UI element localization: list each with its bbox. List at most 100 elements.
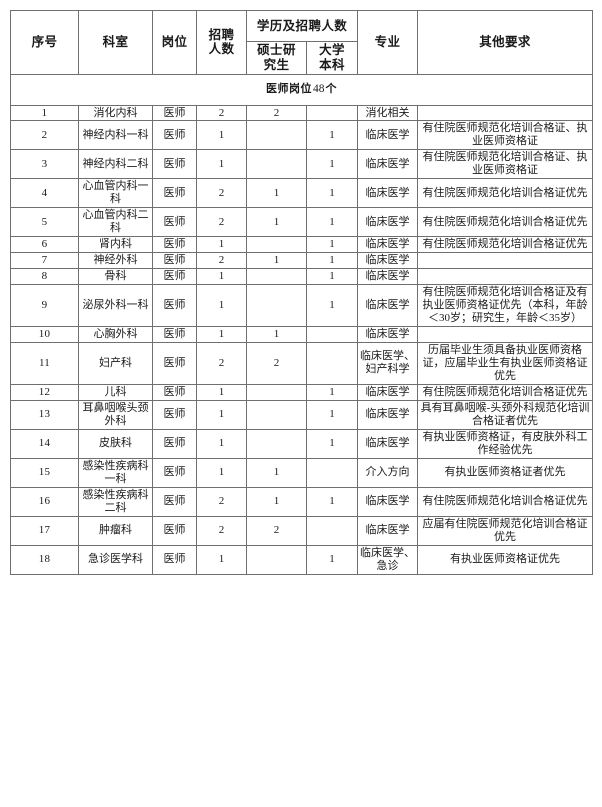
- header-count-line1: 招聘: [208, 27, 235, 42]
- cell-seq: 10: [10, 326, 79, 343]
- cell-dept: 肿瘤科: [78, 515, 153, 546]
- cell-major: 临床医学: [357, 178, 418, 209]
- section-count: 48: [313, 82, 325, 95]
- cell-dept: 心胸外科: [78, 326, 153, 343]
- table-row: 3 神经内科二科 医师 1 1 临床医学 有住院医师规范化培训合格证、执业医师资格证: [10, 149, 593, 180]
- cell-other: [417, 104, 593, 122]
- cell-post: 医师: [152, 486, 197, 517]
- header-count-line2: 人数: [208, 42, 235, 57]
- cell-other: 历届毕业生须具备执业医师资格证，应届毕业生有执业医师资格证优先: [417, 342, 593, 385]
- cell-master: [246, 428, 307, 459]
- table-row: 15 感染性疾病科一科 医师 1 1 介入方向 有执业医师资格证者优先: [10, 457, 593, 488]
- table-row: 6 肾内科 医师 1 1 临床医学 有住院医师规范化培训合格证优先: [10, 236, 593, 254]
- cell-dept: 骨科: [78, 268, 153, 286]
- cell-post: 医师: [152, 207, 197, 238]
- cell-major: 临床医学: [357, 207, 418, 238]
- cell-other: 有执业医师资格证者优先: [417, 457, 593, 488]
- header-row-top: 序号 科室 岗位 招聘 人数 学历及招聘人数 专业 其他要求: [10, 10, 593, 75]
- cell-master: 1: [246, 486, 307, 517]
- cell-other: 有住院医师规范化培训合格证优先: [417, 383, 593, 401]
- cell-dept: 心血管内科一科: [78, 178, 153, 209]
- cell-bachelor: 1: [306, 428, 358, 459]
- header-post: 岗位: [152, 10, 197, 75]
- cell-major: 临床医学: [357, 428, 418, 459]
- table-row: 16 感染性疾病科二科 医师 2 1 1 临床医学 有住院医师规范化培训合格证优先: [10, 486, 593, 517]
- header-count: 招聘 人数: [196, 10, 247, 75]
- cell-seq: 4: [10, 178, 79, 209]
- cell-seq: 9: [10, 284, 79, 328]
- cell-major: 临床医学: [357, 383, 418, 401]
- cell-seq: 8: [10, 268, 79, 286]
- cell-dept: 神经外科: [78, 252, 153, 270]
- table-row: 8 骨科 医师 1 1 临床医学: [10, 268, 593, 286]
- header-bachelor-line2: 本科: [319, 57, 345, 72]
- cell-count: 2: [196, 342, 247, 385]
- cell-bachelor: 1: [306, 486, 358, 517]
- cell-dept: 儿科: [78, 383, 153, 401]
- cell-master: [246, 383, 307, 401]
- table-row: 18 急诊医学科 医师 1 1 临床医学、急诊 有执业医师资格证优先: [10, 544, 593, 575]
- cell-post: 医师: [152, 252, 197, 270]
- cell-master: 1: [246, 457, 307, 488]
- cell-post: 医师: [152, 120, 197, 151]
- cell-count: 1: [196, 149, 247, 180]
- cell-bachelor: 1: [306, 544, 358, 575]
- cell-count: 2: [196, 207, 247, 238]
- cell-bachelor: 1: [306, 399, 358, 430]
- cell-master: [246, 149, 307, 180]
- table-row: 2 神经内科一科 医师 1 1 临床医学 有住院医师规范化培训合格证、执业医师资格证: [10, 120, 593, 151]
- cell-dept: 妇产科: [78, 342, 153, 385]
- cell-major: 临床医学: [357, 252, 418, 270]
- cell-post: 医师: [152, 515, 197, 546]
- cell-count: 1: [196, 268, 247, 286]
- cell-major: 临床医学: [357, 515, 418, 546]
- cell-dept: 皮肤科: [78, 428, 153, 459]
- cell-count: 1: [196, 236, 247, 254]
- cell-bachelor: [306, 515, 358, 546]
- table-row: 17 肿瘤科 医师 2 2 临床医学 应届有住院医师规范化培训合格证优先: [10, 515, 593, 546]
- header-master-line2: 究生: [263, 57, 290, 72]
- cell-count: 2: [196, 178, 247, 209]
- header-seq: 序号: [10, 10, 79, 75]
- cell-other: 有住院医师规范化培训合格证、执业医师资格证: [417, 120, 593, 151]
- cell-other: 有住院医师规范化培训合格证优先: [417, 486, 593, 517]
- cell-seq: 18: [10, 544, 79, 575]
- cell-dept: 泌尿外科一科: [78, 284, 153, 328]
- cell-bachelor: 1: [306, 383, 358, 401]
- table-row: 7 神经外科 医师 2 1 1 临床医学: [10, 252, 593, 270]
- cell-seq: 15: [10, 457, 79, 488]
- header-master-line1: 硕士研: [257, 43, 296, 57]
- cell-post: 医师: [152, 149, 197, 180]
- cell-seq: 6: [10, 236, 79, 254]
- cell-count: 2: [196, 486, 247, 517]
- header-row-sub: 硕士研 究生 大学 本科: [11, 41, 593, 75]
- cell-major: 临床医学、妇产科学: [357, 342, 418, 385]
- section-label-suffix: 个: [325, 82, 337, 95]
- cell-seq: 11: [10, 342, 79, 385]
- cell-bachelor: 1: [306, 178, 358, 209]
- cell-major: 临床医学: [357, 236, 418, 254]
- header-master: 硕士研 究生: [246, 41, 307, 75]
- cell-dept: 心血管内科二科: [78, 207, 153, 238]
- cell-post: 医师: [152, 236, 197, 254]
- table-row: 13 耳鼻咽喉头颈外科 医师 1 1 临床医学 具有耳鼻咽喉-头颈外科规范化培训合格证者优先: [10, 399, 593, 430]
- cell-count: 1: [196, 326, 247, 343]
- header-dept: 科室: [78, 10, 153, 75]
- cell-other: 有住院医师规范化培训合格证优先: [417, 207, 593, 238]
- cell-seq: 12: [10, 383, 79, 401]
- cell-major: 临床医学: [357, 149, 418, 180]
- cell-dept: 感染性疾病科一科: [78, 457, 153, 488]
- header-education-group: 学历及招聘人数: [246, 10, 358, 42]
- cell-bachelor: 1: [306, 236, 358, 254]
- cell-major: 介入方向: [357, 457, 418, 488]
- cell-master: 1: [246, 326, 307, 343]
- cell-bachelor: 1: [306, 268, 358, 286]
- cell-count: 1: [196, 544, 247, 575]
- header-bachelor: 大学 本科: [306, 41, 358, 75]
- cell-dept: 感染性疾病科二科: [78, 486, 153, 517]
- section-label-prefix: 医师岗位: [266, 82, 312, 95]
- cell-seq: 5: [10, 207, 79, 238]
- cell-dept: 神经内科二科: [78, 149, 153, 180]
- cell-master: 1: [246, 252, 307, 270]
